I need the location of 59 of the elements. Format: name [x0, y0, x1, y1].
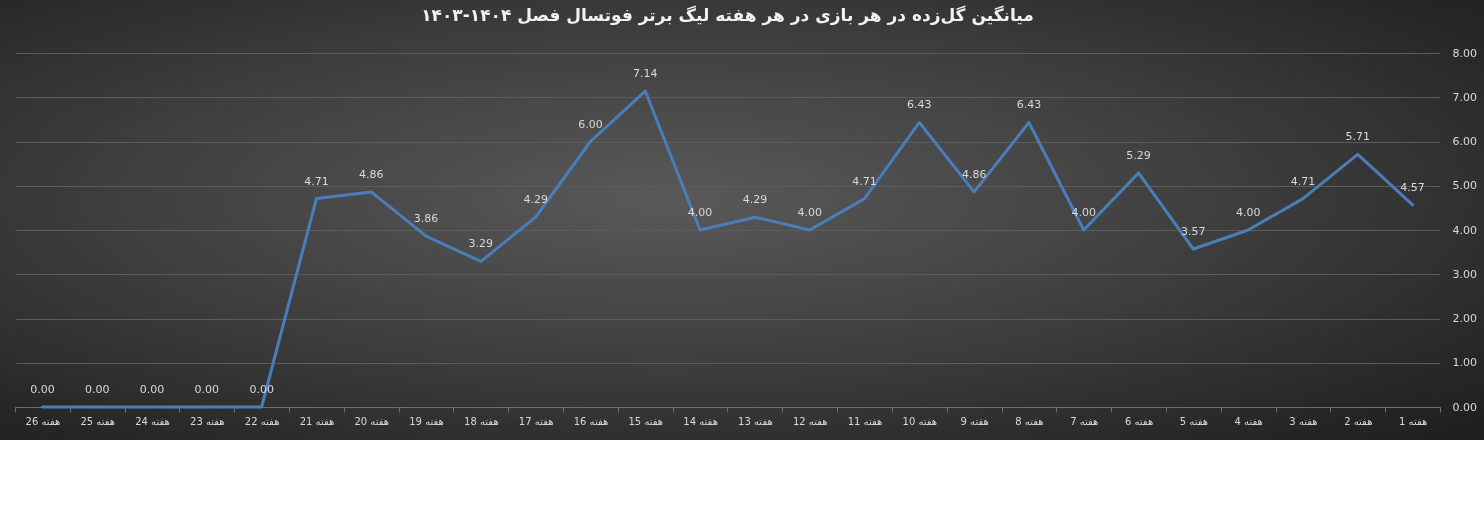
data-label: 5.29 [1126, 148, 1151, 162]
y-tick-label: 0.00 [1452, 400, 1477, 414]
y-tick-label: 5.00 [1452, 179, 1477, 193]
x-tick-label: هفته 1 [1398, 415, 1428, 427]
x-tick-label: هفته 20 [354, 415, 390, 427]
y-tick-label: 4.00 [1452, 223, 1477, 237]
y-tick-label: 7.00 [1452, 90, 1477, 104]
data-label: 4.00 [1235, 206, 1261, 219]
data-label: 3.86 [413, 212, 439, 226]
data-label: 4.86 [359, 167, 384, 181]
x-tick-label: هفته 5 [1179, 415, 1208, 427]
x-tick-label: هفته 22 [244, 415, 280, 427]
data-label: 0.00 [30, 383, 55, 396]
data-label: 6.00 [578, 117, 603, 131]
x-tick-label: هفته 9 [960, 415, 989, 427]
x-tick-label: هفته 3 [1289, 415, 1318, 427]
x-tick-label: هفته 12 [792, 415, 828, 427]
x-tick-label: هفته 24 [135, 415, 170, 427]
x-tick-label: هفته 11 [847, 415, 883, 427]
data-label: 3.57 [1181, 225, 1206, 239]
data-label: 4.71 [1290, 174, 1316, 188]
data-label: 4.29 [742, 193, 768, 207]
data-label: 4.29 [523, 193, 548, 207]
data-label: 4.71 [852, 174, 877, 188]
x-tick-label: هفته 10 [902, 415, 938, 427]
data-label: 0.00 [139, 383, 165, 396]
x-tick-label: هفته 15 [628, 415, 664, 427]
x-tick-label: هفته 2 [1344, 415, 1373, 427]
data-label: 4.86 [961, 167, 987, 181]
y-tick-label: 6.00 [1452, 135, 1477, 148]
data-label: 3.29 [468, 237, 494, 251]
chart-title: میانگین گل‌زده در هر بازی در هر هفته لیگ برتر فوتسال فصل ۱۴۰۴-۱۴۰۳ [421, 5, 1034, 26]
x-tick-label: هفته 16 [573, 415, 609, 427]
data-label: 0.00 [194, 383, 220, 396]
y-tick-label: 3.00 [1452, 267, 1477, 281]
x-tick-label: هفته 21 [299, 415, 335, 427]
y-tick-label: 2.00 [1452, 312, 1477, 325]
data-label: 6.43 [907, 98, 932, 112]
y-tick-label: 1.00 [1452, 356, 1477, 370]
data-label: 6.43 [1016, 98, 1042, 112]
y-tick-label: 8.00 [1452, 46, 1477, 60]
x-tick-label: هفته 19 [409, 415, 444, 427]
x-tick-label: هفته 23 [190, 415, 225, 427]
x-tick-label: هفته 18 [464, 415, 499, 427]
data-label: 4.71 [304, 174, 329, 188]
x-tick-label: هفته 25 [80, 415, 116, 427]
x-tick-label: هفته 26 [25, 415, 61, 427]
data-label: 7.14 [633, 67, 658, 81]
x-tick-label: هفته 6 [1124, 415, 1154, 427]
x-tick-label: هفته 8 [1015, 415, 1044, 427]
x-tick-label: هفته 14 [683, 415, 718, 427]
x-tick-label: هفته 4 [1234, 415, 1263, 427]
data-label: 0.00 [84, 383, 110, 396]
x-tick-label: هفته 17 [518, 415, 554, 427]
data-label: 4.00 [797, 206, 822, 219]
x-tick-label: هفته 7 [1070, 415, 1099, 427]
x-tick-label: هفته 13 [738, 415, 773, 427]
data-label: 5.71 [1345, 130, 1371, 144]
data-label: 4.57 [1400, 180, 1425, 194]
